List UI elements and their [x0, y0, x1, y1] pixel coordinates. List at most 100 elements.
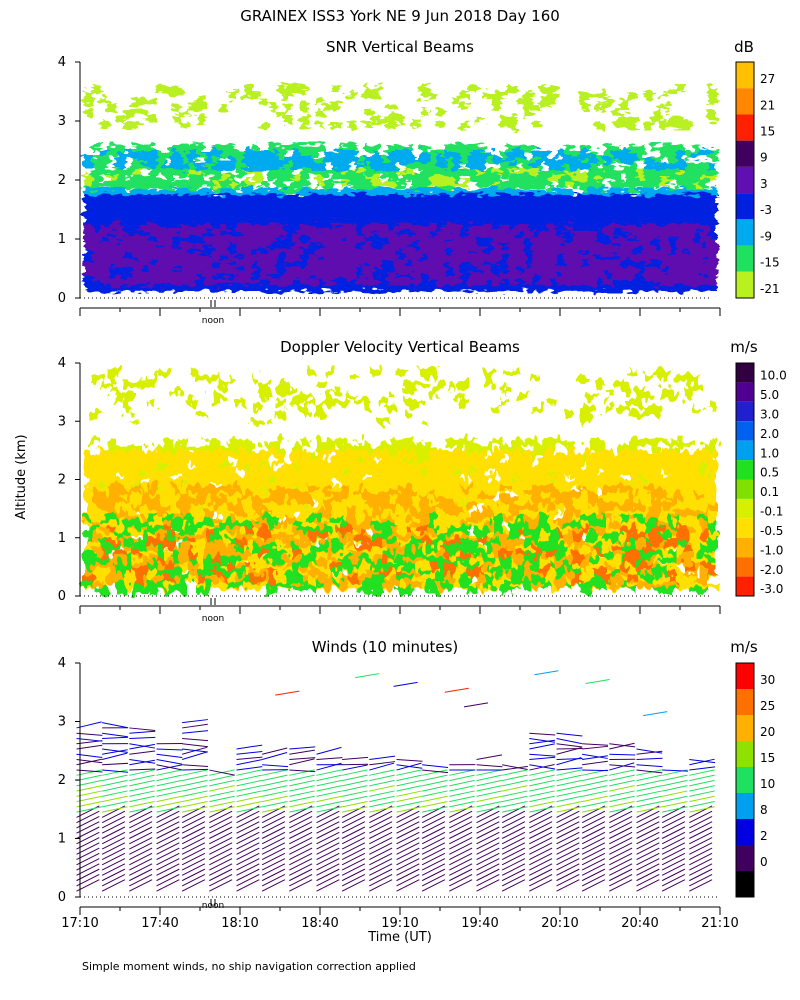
heat-cell [668, 480, 677, 488]
heat-cell [324, 224, 333, 232]
heat-cell [508, 206, 517, 214]
heat-cell [404, 194, 413, 202]
heat-cell [468, 150, 477, 158]
heat-cell [524, 236, 533, 244]
heat-cell [252, 260, 261, 268]
heat-cell [356, 174, 365, 182]
heat-cell [524, 174, 533, 182]
heat-cell [260, 212, 269, 220]
heat-cell [708, 450, 717, 458]
heat-cell [116, 236, 125, 244]
heat-cell [468, 188, 477, 196]
heat-cell [308, 468, 317, 476]
heat-cell [660, 486, 669, 494]
heat-cell [444, 168, 453, 176]
heat-cell [148, 150, 157, 158]
heat-cell [604, 212, 613, 220]
heat-cell [300, 103, 309, 111]
heat-cell [604, 456, 613, 464]
heat-cell [692, 260, 701, 268]
heat-cell [652, 444, 661, 452]
heat-cell [132, 474, 141, 482]
heat-cell [492, 450, 501, 458]
heat-cell [316, 242, 325, 250]
heat-cell [404, 242, 413, 250]
heat-cell [564, 242, 573, 250]
heat-cell [260, 162, 269, 170]
heat-cell [300, 272, 309, 280]
heat-cell [684, 248, 693, 256]
heat-cell [444, 462, 453, 470]
heat-cell [148, 242, 157, 250]
heat-cell [380, 510, 389, 518]
heat-cell [124, 474, 133, 482]
heat-cell [244, 188, 253, 196]
heat-cell [652, 180, 661, 188]
heat-cell [100, 534, 109, 542]
heat-cell [292, 206, 301, 214]
heat-cell [124, 486, 133, 494]
heat-cell [668, 504, 677, 512]
heat-cell [452, 380, 461, 388]
heat-cell [372, 468, 381, 476]
heat-cell [284, 254, 293, 262]
heat-cell [316, 486, 325, 494]
heat-cell [84, 254, 93, 262]
heat-cell [476, 480, 485, 488]
heat-cell [556, 462, 565, 470]
heat-cell [516, 492, 525, 500]
heat-cell [572, 168, 581, 176]
heat-cell [580, 218, 589, 226]
heat-cell [228, 254, 237, 262]
heat-cell [708, 150, 717, 158]
heat-cell [172, 156, 181, 164]
heat-cell [300, 392, 309, 400]
heat-cell [340, 156, 349, 164]
heat-cell [252, 212, 261, 220]
heat-cell [308, 278, 317, 286]
heat-cell [100, 480, 109, 488]
heat-cell [644, 156, 653, 164]
heat-cell [388, 450, 397, 458]
heat-cell [172, 462, 181, 470]
heat-cell [612, 468, 621, 476]
heat-cell [476, 212, 485, 220]
heat-cell [684, 456, 693, 464]
heat-cell [244, 438, 253, 446]
heat-cell [500, 528, 509, 536]
heat-cell [508, 230, 517, 238]
heat-cell [540, 278, 549, 286]
heat-cell [492, 236, 501, 244]
heat-cell [692, 450, 701, 458]
heat-cell [372, 444, 381, 452]
heat-cell [204, 242, 213, 250]
heat-cell [444, 174, 453, 182]
heat-cell [412, 194, 421, 202]
heat-cell [636, 486, 645, 494]
heat-cell [420, 368, 429, 376]
heat-cell [140, 278, 149, 286]
heat-cell [580, 194, 589, 202]
heat-cell [84, 260, 93, 268]
heat-cell [644, 404, 653, 412]
heat-cell [636, 410, 645, 418]
heat-cell [108, 254, 117, 262]
heat-cell [348, 218, 357, 226]
heat-cell [420, 224, 429, 232]
heat-cell [108, 450, 117, 458]
heat-cell [700, 242, 709, 250]
heat-cell [220, 504, 229, 512]
heat-cell [276, 218, 285, 226]
heat-cell [364, 284, 373, 292]
heat-cell [324, 272, 333, 280]
heat-cell [284, 218, 293, 226]
heat-cell [564, 180, 573, 188]
heat-cell [548, 242, 557, 250]
heat-cell [292, 504, 301, 512]
heat-cell [444, 224, 453, 232]
heat-cell [516, 156, 525, 164]
heat-cell [156, 468, 165, 476]
heat-cell [588, 254, 597, 262]
heat-cell [636, 438, 645, 446]
